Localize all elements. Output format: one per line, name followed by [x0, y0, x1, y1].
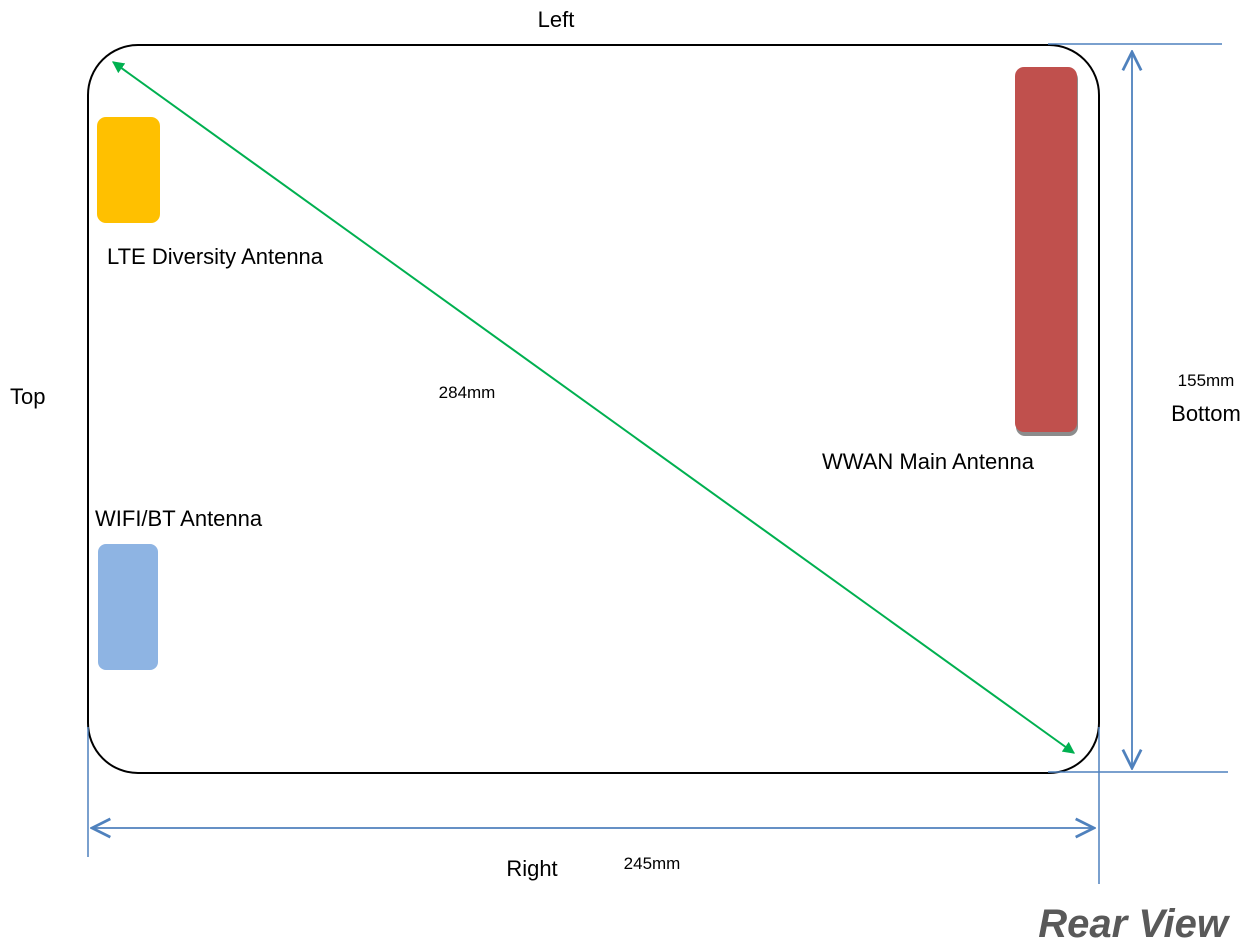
side-label-top: Top — [10, 384, 45, 409]
lte-diversity-antenna-block — [97, 117, 160, 223]
device-outline — [87, 44, 1100, 774]
lte-diversity-antenna-label: LTE Diversity Antenna — [107, 244, 324, 269]
rear-view-title: Rear View — [1038, 902, 1231, 946]
side-label-right: Right — [506, 856, 557, 881]
height-dimension-label: 155mm — [1178, 371, 1235, 390]
diagonal-dimension-label: 284mm — [439, 383, 496, 402]
side-label-bottom: Bottom — [1171, 401, 1241, 426]
width-dimension-label: 245mm — [624, 854, 681, 873]
wifi-bt-antenna-block — [98, 544, 158, 670]
side-label-left: Left — [538, 7, 575, 32]
wwan-main-antenna-label: WWAN Main Antenna — [822, 449, 1035, 474]
diagonal-dimension-arrow — [112, 61, 1075, 754]
wifi-bt-antenna-label: WIFI/BT Antenna — [95, 506, 263, 531]
wwan-main-antenna-block — [1015, 67, 1077, 432]
